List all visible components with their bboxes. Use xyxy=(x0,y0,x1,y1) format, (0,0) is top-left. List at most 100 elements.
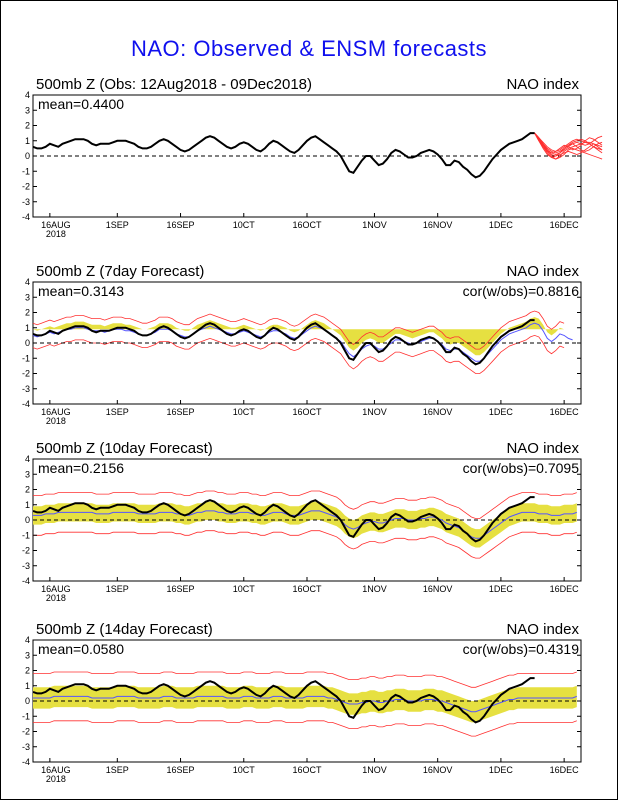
y-tick-label: -3 xyxy=(22,742,30,752)
x-tick-label: 1SEP xyxy=(106,584,129,594)
x-tick-label: 10CT xyxy=(233,407,256,417)
x-tick-label: 1SEP xyxy=(106,765,129,775)
x-tick-label: 16OCT xyxy=(292,220,322,230)
x-tick-label: 16AUG xyxy=(41,220,71,230)
x-tick-label: 16SEP xyxy=(167,765,195,775)
panel-label-right: NAO index xyxy=(506,76,579,93)
y-tick-label: -1 xyxy=(22,711,30,721)
y-tick-label: -4 xyxy=(22,212,30,222)
x-tick-label: 16SEP xyxy=(167,407,195,417)
spread-band xyxy=(33,685,577,723)
member-forecast-line xyxy=(534,132,603,160)
y-tick-label: -3 xyxy=(22,561,30,571)
panel-title: 500mb Z (14day Forecast) xyxy=(36,621,213,638)
y-tick-label: -4 xyxy=(22,576,30,586)
y-tick-label: 2 xyxy=(25,121,30,131)
x-tick-label: 10CT xyxy=(233,584,256,594)
x-tick-label: 1NOV xyxy=(362,220,387,230)
x-tick-label: 16DEC xyxy=(550,765,580,775)
panel-2: 500mb Z (7day Forecast) NAO index -4 -3 -2 -1… xyxy=(22,263,582,426)
x-tick-label: 16SEP xyxy=(167,584,195,594)
y-tick-label: -4 xyxy=(22,399,30,409)
x-tick-label: 10CT xyxy=(233,220,256,230)
correlation-label: cor(w/obs)=0.8816 xyxy=(463,283,580,299)
x-tick-label: 1DEC xyxy=(489,584,514,594)
x-tick-label: 2018 xyxy=(46,593,66,603)
y-tick-label: 3 xyxy=(25,469,30,479)
y-tick-label: -2 xyxy=(22,182,30,192)
x-tick-label: 16NOV xyxy=(423,584,453,594)
mean-label: mean=0.3143 xyxy=(38,283,124,299)
envelope-upper-line xyxy=(33,490,577,519)
y-tick-label: -1 xyxy=(22,530,30,540)
x-tick-label: 10CT xyxy=(233,765,256,775)
y-tick-label: 0 xyxy=(25,338,30,348)
y-tick-label: 4 xyxy=(25,454,30,464)
mean-label: mean=0.0580 xyxy=(38,641,124,657)
y-tick-label: 2 xyxy=(25,666,30,676)
y-tick-label: 3 xyxy=(25,292,30,302)
x-tick-label: 1DEC xyxy=(489,765,514,775)
panel-label-right: NAO index xyxy=(506,440,579,457)
y-tick-label: 0 xyxy=(25,151,30,161)
x-tick-label: 16NOV xyxy=(423,220,453,230)
spread-band xyxy=(33,501,577,548)
envelope-lower-line xyxy=(32,334,565,374)
y-tick-label: 4 xyxy=(25,90,30,100)
x-tick-label: 1DEC xyxy=(489,407,514,417)
y-tick-label: 3 xyxy=(25,105,30,115)
x-tick-label: 2018 xyxy=(46,416,66,426)
y-tick-label: -2 xyxy=(22,546,30,556)
panel-title: 500mb Z (Obs: 12Aug2018 - 09Dec2018) xyxy=(36,76,312,93)
observed-line xyxy=(32,132,535,179)
correlation-label: cor(w/obs)=0.4319 xyxy=(463,641,580,657)
ensemble-mean-line xyxy=(33,695,577,713)
panel-title: 500mb Z (10day Forecast) xyxy=(36,440,213,457)
x-tick-label: 1SEP xyxy=(106,220,129,230)
panel-label-right: NAO index xyxy=(506,263,579,280)
x-tick-label: 16NOV xyxy=(423,765,453,775)
x-tick-label: 16OCT xyxy=(292,765,322,775)
y-tick-label: -3 xyxy=(22,384,30,394)
x-tick-label: 16AUG xyxy=(41,765,71,775)
panel-title: 500mb Z (7day Forecast) xyxy=(36,263,204,280)
x-tick-label: 16AUG xyxy=(41,584,71,594)
observed-line xyxy=(32,496,535,543)
envelope-upper-line xyxy=(33,671,577,688)
envelope-upper-line xyxy=(32,310,565,350)
x-tick-label: 1NOV xyxy=(362,407,387,417)
figure-title: NAO: Observed & ENSM forecasts xyxy=(130,36,488,61)
y-tick-label: -1 xyxy=(22,166,30,176)
y-tick-label: -1 xyxy=(22,353,30,363)
panel-label-right: NAO index xyxy=(506,621,579,638)
x-tick-label: 16OCT xyxy=(292,407,322,417)
observed-line xyxy=(32,677,535,724)
y-tick-label: 1 xyxy=(25,136,30,146)
y-tick-label: 4 xyxy=(25,635,30,645)
observed-line xyxy=(32,319,535,366)
y-tick-label: 2 xyxy=(25,485,30,495)
x-tick-label: 16DEC xyxy=(550,584,580,594)
x-tick-label: 1NOV xyxy=(362,765,387,775)
y-tick-label: 3 xyxy=(25,650,30,660)
x-tick-label: 1DEC xyxy=(489,220,514,230)
y-tick-label: 2 xyxy=(25,308,30,318)
x-tick-label: 16OCT xyxy=(292,584,322,594)
envelope-lower-line xyxy=(33,720,577,737)
mean-label: mean=0.2156 xyxy=(38,460,124,476)
member-forecast-line xyxy=(534,132,603,154)
mean-label: mean=0.4400 xyxy=(38,96,124,112)
panel-3: 500mb Z (10day Forecast) NAO index -4 -3 -2 -… xyxy=(22,440,582,603)
member-forecast-line xyxy=(534,132,603,154)
x-tick-label: 1NOV xyxy=(362,584,387,594)
correlation-label: cor(w/obs)=0.7095 xyxy=(463,460,580,476)
y-tick-label: -2 xyxy=(22,727,30,737)
y-tick-label: -4 xyxy=(22,757,30,767)
y-tick-label: 1 xyxy=(25,681,30,691)
y-tick-label: 0 xyxy=(25,515,30,525)
x-tick-label: 16SEP xyxy=(167,220,195,230)
y-tick-label: 4 xyxy=(25,277,30,287)
x-tick-label: 16AUG xyxy=(41,407,71,417)
x-tick-label: 16DEC xyxy=(550,407,580,417)
